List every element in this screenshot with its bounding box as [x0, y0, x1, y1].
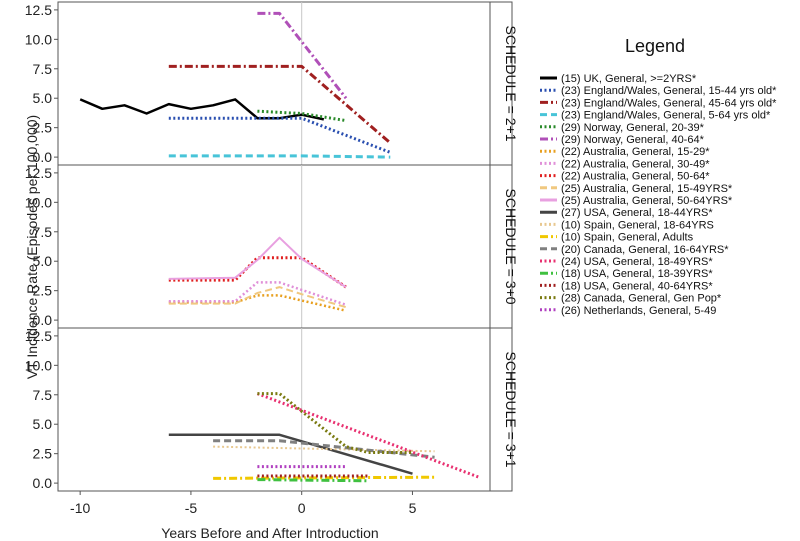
legend-item: (23) England/Wales, General, 15-44 yrs o… [540, 85, 777, 97]
panel-1: SCHEDULE = 2+1 0.0 2.5 5.0 7.5 10.0 12.5 [25, 1, 519, 166]
x-tick-label: 5 [409, 500, 417, 516]
series-line [257, 392, 413, 454]
legend-label: (18) USA, General, 18-39YRS* [561, 268, 713, 280]
y-tick-label: 0.0 [33, 149, 53, 165]
y-tick-label: 5.0 [33, 90, 53, 106]
y-tick-label: 7.5 [33, 224, 53, 240]
legend-label: (18) USA, General, 40-64YRS* [561, 280, 713, 292]
legend-item: (18) USA, General, 18-39YRS* [540, 268, 713, 280]
legend-label: (23) England/Wales, General, 5-64 yrs ol… [561, 110, 771, 122]
y-axis-title: VT Incidence Rate (Episodes per 100,000) [24, 115, 40, 379]
legend-item: (15) UK, General, >=2YRS* [540, 73, 697, 85]
y-tick-label: 5.0 [33, 416, 53, 432]
legend-item: (25) Australia, General, 50-64YRS* [540, 195, 733, 207]
legend-label: (10) Spain, General, 18-64YRS [561, 219, 714, 231]
legend-label: (22) Australia, General, 15-29* [561, 146, 710, 158]
legend-label: (10) Spain, General, Adults [561, 232, 694, 244]
y-tick-label: 12.5 [25, 2, 52, 18]
legend-item: (25) Australia, General, 15-49YRS* [540, 183, 733, 195]
y-tick-label: 2.5 [33, 120, 53, 136]
legend-item: (24) USA, General, 18-49YRS* [540, 256, 713, 268]
legend-label: (25) Australia, General, 15-49YRS* [561, 183, 733, 195]
legend-label: (26) Netherlands, General, 5-49 [561, 305, 716, 317]
y-tick-label: 7.5 [33, 61, 53, 77]
series-line [168, 154, 391, 159]
legend-label: (29) Norway, General, 20-39* [561, 122, 705, 134]
series-line [256, 392, 480, 479]
panel-2: SCHEDULE = 3+0 0.0 2.5 5.0 7.5 10.0 12.5 [25, 164, 519, 329]
facet-strip-label: SCHEDULE = 3+1 [503, 352, 519, 468]
series-line [257, 11, 348, 100]
y-tick-label: 7.5 [33, 387, 53, 403]
legend-item: (10) Spain, General, 18-64YRS [540, 219, 714, 231]
legend-label: (15) UK, General, >=2YRS* [561, 73, 697, 85]
legend-item: (26) Netherlands, General, 5-49 [540, 305, 716, 317]
legend-item: (29) Norway, General, 40-64* [540, 134, 705, 146]
legend-item: (23) England/Wales, General, 5-64 yrs ol… [540, 110, 771, 122]
legend-item: (22) Australia, General, 30-49* [540, 158, 710, 170]
y-tick-label: 5.0 [33, 253, 53, 269]
legend-item: (29) Norway, General, 20-39* [540, 122, 705, 134]
x-tick-label: -10 [70, 500, 90, 516]
series-line [168, 433, 413, 475]
facet-strip-label: SCHEDULE = 2+1 [503, 26, 519, 142]
legend-label: (24) USA, General, 18-49YRS* [561, 256, 713, 268]
legend-item: (28) Canada, General, Gen Pop* [540, 293, 722, 305]
series-line [168, 236, 347, 288]
y-tick-label: 12.5 [25, 165, 52, 181]
legend-item: (27) USA, General, 18-44YRS* [540, 207, 713, 219]
y-tick-label: 10.0 [25, 357, 52, 373]
legend-label: (22) Australia, General, 50-64* [561, 171, 710, 183]
facet-strip [489, 327, 513, 492]
y-tick-label: 0.0 [33, 475, 53, 491]
legend-label: (29) Norway, General, 40-64* [561, 134, 705, 146]
y-tick-label: 2.5 [33, 283, 53, 299]
legend-label: (27) USA, General, 18-44YRS* [561, 207, 713, 219]
legend-label: (25) Australia, General, 50-64YRS* [561, 195, 733, 207]
y-tick-label: 2.5 [33, 446, 53, 462]
legend-item: (10) Spain, General, Adults [540, 232, 694, 244]
x-tick-label: 0 [298, 500, 306, 516]
y-tick-label: 10.0 [25, 194, 52, 210]
series-line [213, 445, 435, 453]
legend-item: (20) Canada, General, 16-64YRS* [540, 244, 729, 256]
series-line [257, 478, 369, 483]
legend-title: Legend [625, 36, 685, 56]
series-line [168, 64, 392, 145]
series-line [168, 286, 347, 309]
legend-label: (23) England/Wales, General, 15-44 yrs o… [561, 85, 777, 97]
legend-label: (22) Australia, General, 30-49* [561, 158, 710, 170]
x-tick-label: -5 [185, 500, 198, 516]
facet-strip-label: SCHEDULE = 3+0 [503, 189, 519, 305]
y-tick-label: 12.5 [25, 328, 52, 344]
series-line [257, 109, 347, 123]
y-tick-label: 0.0 [33, 312, 53, 328]
legend-item: (22) Australia, General, 15-29* [540, 146, 710, 158]
panel-frame [57, 327, 491, 492]
legend-label: (23) England/Wales, General, 45-64 yrs o… [561, 97, 777, 109]
y-tick-label: 10.0 [25, 31, 52, 47]
panel-frame [57, 164, 491, 329]
panel-frame [57, 1, 491, 166]
x-axis-title: Years Before and After Introduction [161, 525, 378, 541]
legend-label: (28) Canada, General, Gen Pop* [561, 293, 722, 305]
series-line [168, 281, 347, 306]
legend-item: (22) Australia, General, 50-64* [540, 171, 710, 183]
legend-item: (23) England/Wales, General, 45-64 yrs o… [540, 97, 777, 109]
legend-item: (18) USA, General, 40-64YRS* [540, 280, 713, 292]
legend-label: (20) Canada, General, 16-64YRS* [561, 244, 729, 256]
series-line [213, 475, 435, 480]
panel-3: SCHEDULE = 3+1 0.0 2.5 5.0 7.5 10.0 12.5 [25, 327, 519, 492]
